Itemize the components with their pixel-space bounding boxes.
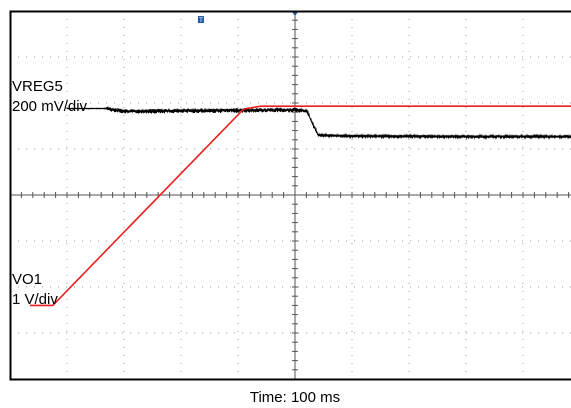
trigger-marker-icon — [197, 16, 204, 23]
series-vo1-trace — [29, 105, 571, 307]
series-vreg5-trace — [66, 105, 571, 140]
vo1-scale-label: 1 V/div — [12, 291, 58, 308]
vo1-label: VO1 — [12, 271, 42, 288]
x-axis-label: Time: 100 ms — [250, 389, 340, 406]
vreg5-scale-label: 200 mV/div — [12, 98, 88, 115]
trigger-marker-label: T — [198, 17, 203, 24]
vreg5-label: VREG5 — [12, 78, 63, 95]
series-layer — [29, 105, 571, 307]
time-reference-icon — [292, 12, 298, 16]
plot-frame — [9, 10, 571, 381]
grid — [10, 11, 571, 379]
markers: T — [197, 12, 298, 24]
